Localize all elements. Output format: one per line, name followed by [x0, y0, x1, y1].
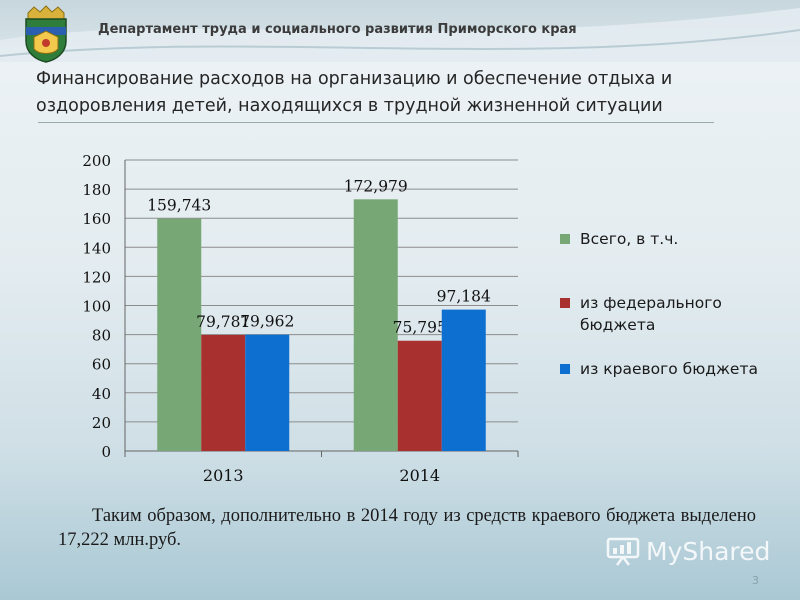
legend-label-total: Всего, в т.ч.: [580, 230, 679, 248]
bar-0-2: [245, 334, 290, 451]
primorsky-krai-coat-of-arms-icon: [25, 5, 67, 63]
bar-1-1: [397, 340, 442, 451]
legend-item-total: Всего, в т.ч.: [560, 228, 770, 250]
legend-swatch-regional: [560, 364, 570, 374]
header-decoration: [0, 8, 800, 62]
y-tick-label: 60: [92, 356, 111, 374]
legend-label-federal: из федерального бюджета: [580, 294, 722, 334]
bar-chart: 0 20 40 60 80 100 120 140 160 180 200 159,743 79,781…: [82, 152, 519, 485]
watermark: MyShared: [606, 536, 770, 566]
legend-swatch-total: [560, 234, 570, 244]
y-tick-label: 40: [92, 385, 111, 403]
slide-number: 3: [752, 574, 759, 587]
y-tick-label: 20: [92, 414, 111, 432]
y-tick-label: 180: [82, 181, 111, 199]
legend-item-regional: из краевого бюджета: [560, 358, 770, 380]
legend-item-federal: из федерального бюджета: [560, 292, 770, 336]
y-tick-label: 80: [92, 327, 111, 345]
title-divider: [38, 122, 714, 123]
data-label: 75,795: [393, 319, 447, 337]
slide-title: Финансирование расходов на организацию и…: [36, 69, 673, 116]
legend-label-regional: из краевого бюджета: [580, 360, 759, 378]
y-tick-label: 120: [82, 268, 111, 286]
y-tick-label: 160: [82, 210, 111, 228]
legend-swatch-federal: [560, 298, 570, 308]
bar-1-0: [353, 199, 398, 451]
data-label: 79,962: [240, 313, 294, 331]
x-tick-label: 2013: [203, 466, 244, 485]
conclusion-text: Таким образом, дополнительно в 2014 году…: [58, 506, 756, 550]
y-tick-label: 200: [82, 152, 111, 170]
bar-0-0: [157, 218, 202, 451]
watermark-text: MyShared: [646, 536, 771, 566]
data-label: 79,781: [196, 313, 250, 331]
bar-1-2: [441, 309, 486, 451]
y-tick-label: 140: [82, 239, 111, 257]
y-tick-label: 0: [101, 443, 111, 461]
data-label: 97,184: [437, 288, 491, 306]
department-title: Департамент труда и социального развития…: [98, 22, 577, 37]
y-tick-label: 100: [82, 298, 111, 316]
x-tick-label: 2014: [399, 466, 440, 485]
bar-0-1: [201, 334, 246, 451]
presentation-board-icon: [606, 537, 640, 566]
data-label: 172,979: [344, 177, 408, 195]
data-label: 159,743: [147, 197, 211, 215]
